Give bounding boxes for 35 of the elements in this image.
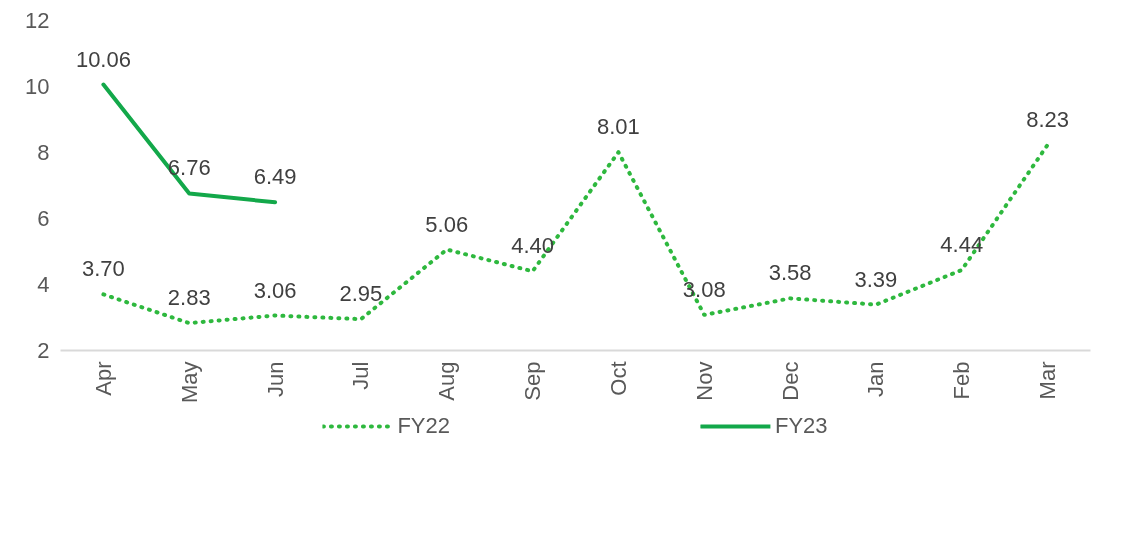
data-label: 2.95: [339, 281, 383, 307]
data-label: 3.06: [253, 277, 297, 303]
data-label: 2.83: [167, 285, 211, 311]
y-tick-label: 8: [37, 140, 50, 165]
x-tick-label: Dec: [777, 361, 803, 401]
data-label: 10.06: [75, 46, 131, 72]
data-label: 6.49: [253, 164, 297, 190]
x-tick-label: Oct: [605, 361, 631, 396]
y-tick-label: 10: [25, 74, 50, 99]
data-label: 4.40: [511, 233, 554, 259]
x-tick-label: Aug: [434, 361, 460, 401]
y-tick-label: 12: [25, 8, 50, 33]
data-label: 3.39: [854, 266, 898, 292]
legend-label: FY23: [775, 413, 828, 439]
data-label: 3.08: [682, 276, 726, 302]
data-label: 6.76: [167, 155, 211, 181]
y-tick-label: 4: [37, 272, 50, 297]
x-tick-label: Sep: [520, 361, 546, 401]
x-tick-label: Jul: [348, 361, 374, 390]
x-tick-label: May: [176, 361, 202, 404]
data-label: 8.01: [597, 114, 640, 140]
data-label: 3.58: [768, 260, 812, 286]
x-tick-label: Jan: [863, 361, 889, 397]
x-tick-label: Mar: [1035, 361, 1061, 400]
x-tick-label: Apr: [90, 361, 116, 396]
y-tick-label: 2: [37, 338, 50, 363]
x-tick-label: Nov: [691, 361, 717, 401]
legend-label: FY22: [397, 413, 450, 439]
x-tick-label: Feb: [949, 361, 975, 400]
data-label: 4.44: [940, 231, 984, 257]
data-label: 8.23: [1026, 106, 1069, 132]
x-tick-label: Jun: [262, 361, 288, 397]
data-label: 5.06: [425, 211, 469, 237]
data-label: 3.70: [82, 256, 125, 282]
y-tick-label: 6: [37, 206, 50, 231]
